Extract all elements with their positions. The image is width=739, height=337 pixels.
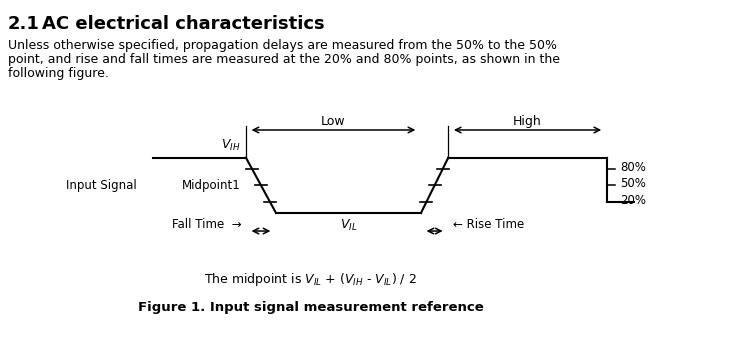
Text: 50%: 50% — [621, 178, 647, 190]
Text: Input Signal: Input Signal — [66, 179, 137, 192]
Text: Midpoint1: Midpoint1 — [182, 179, 240, 192]
Text: $V_{IH}$: $V_{IH}$ — [221, 137, 240, 153]
Text: AC electrical characteristics: AC electrical characteristics — [42, 15, 324, 33]
Text: following figure.: following figure. — [8, 67, 109, 80]
Text: 2.1: 2.1 — [8, 15, 40, 33]
Text: Figure 1. Input signal measurement reference: Figure 1. Input signal measurement refer… — [137, 301, 483, 313]
Text: High: High — [513, 115, 542, 128]
Text: 20%: 20% — [621, 194, 647, 207]
Text: The midpoint is $V_{IL}$ + ($V_{IH}$ - $V_{IL}$) / 2: The midpoint is $V_{IL}$ + ($V_{IH}$ - $… — [204, 272, 417, 288]
Text: Unless otherwise specified, propagation delays are measured from the 50% to the : Unless otherwise specified, propagation … — [8, 39, 557, 52]
Text: $V_{IL}$: $V_{IL}$ — [340, 218, 357, 233]
Text: point, and rise and fall times are measured at the 20% and 80% points, as shown : point, and rise and fall times are measu… — [8, 53, 560, 66]
Text: Fall Time  →: Fall Time → — [172, 218, 242, 231]
Text: ← Rise Time: ← Rise Time — [453, 218, 524, 231]
Text: Low: Low — [321, 115, 346, 128]
Text: 80%: 80% — [621, 161, 647, 174]
